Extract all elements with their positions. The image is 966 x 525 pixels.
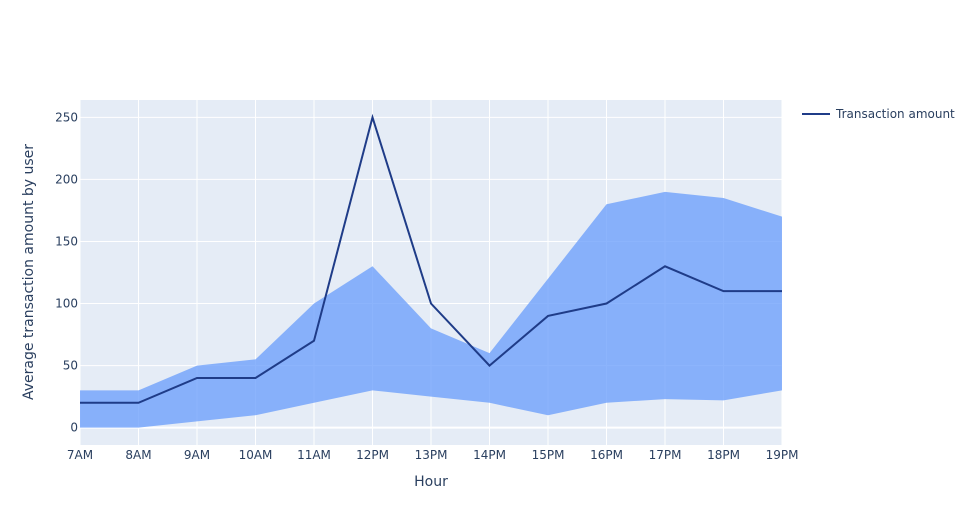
legend-label: Transaction amount: [835, 107, 955, 121]
x-tick-label: 18PM: [707, 448, 740, 462]
x-tick-label: 9AM: [184, 448, 210, 462]
x-axis-ticks: 7AM 8AM 9AM 10AM 11AM 12PM 13PM 14PM 15PM 16PM 17P…: [67, 448, 799, 462]
x-tick-label: 16PM: [590, 448, 623, 462]
x-axis-title: Hour: [414, 474, 448, 490]
series-line-transaction-amount: [80, 113, 782, 404]
x-tick-label: 19PM: [766, 448, 799, 462]
x-tick-label: 17PM: [649, 448, 682, 462]
x-tick-label: 14PM: [473, 448, 506, 462]
x-tick-label: 15PM: [532, 448, 565, 462]
legend[interactable]: Transaction amount: [802, 107, 955, 121]
x-tick-label: 10AM: [239, 448, 273, 462]
x-tick-label: 11AM: [297, 448, 331, 462]
y-tick-label: 150: [55, 234, 78, 248]
y-tick-label: 100: [55, 297, 78, 311]
x-tick-label: 12PM: [356, 448, 389, 462]
y-tick-label: 200: [55, 172, 78, 186]
y-tick-label: 250: [55, 110, 78, 124]
range-band: [80, 191, 782, 428]
y-tick-label: 50: [63, 359, 78, 373]
x-tick-label: 13PM: [415, 448, 448, 462]
y-axis-title: Average transaction amount by user: [21, 144, 37, 400]
x-tick-label: 7AM: [67, 448, 93, 462]
x-tick-label: 8AM: [125, 448, 151, 462]
y-tick-label: 0: [70, 421, 78, 435]
y-axis-ticks: 0 50 100 150 200 250: [55, 110, 78, 434]
